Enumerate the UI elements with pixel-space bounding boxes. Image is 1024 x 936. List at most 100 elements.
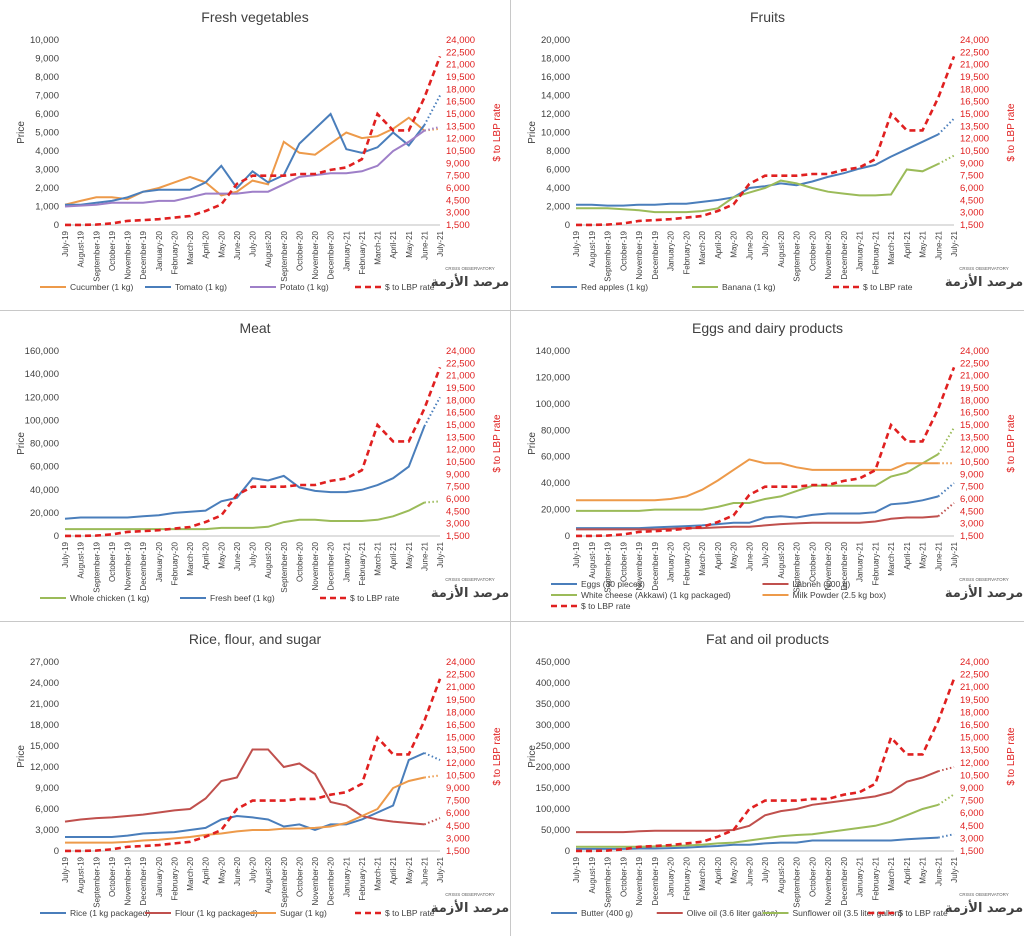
- y2-tick-label: 21,000: [960, 371, 989, 382]
- x-tick-label: July-21: [436, 856, 445, 882]
- y-tick-label: 10,000: [30, 35, 59, 46]
- y2-tick-label: 16,500: [960, 97, 989, 108]
- series-projection-red-apples-1-kg: [937, 117, 955, 136]
- x-tick-label: December-20: [327, 230, 336, 279]
- y2-tick-label: 24,000: [446, 657, 475, 668]
- x-tick-label: December-20: [840, 541, 849, 590]
- y2-tick-label: 12,000: [446, 134, 475, 145]
- x-tick-label: March-21: [374, 856, 383, 890]
- y2-tick-label: 18,000: [960, 84, 989, 95]
- y-tick-label: 450,000: [536, 657, 570, 668]
- x-tick-label: August-20: [264, 541, 273, 578]
- series-projection-cucumber-1-kg: [424, 127, 441, 132]
- x-tick-label: February-21: [358, 856, 367, 900]
- x-tick-label: May-20: [217, 541, 226, 568]
- svg-text:Butter (400 g): Butter (400 g): [581, 908, 633, 918]
- x-tick-label: December-19: [139, 230, 148, 279]
- y2-tick-label: 19,500: [446, 383, 475, 394]
- x-tick-label: March-21: [887, 541, 896, 575]
- crisis-observatory-logo: CRISIS OBSERVATORY مرصد الأزمة: [431, 266, 509, 290]
- x-tick-label: May-20: [730, 541, 739, 568]
- svg-text:CRISIS OBSERVATORY: CRISIS OBSERVATORY: [959, 577, 1009, 582]
- series-projection-eggs-30-pieces: [937, 482, 955, 498]
- y-tick-label: 2,000: [35, 183, 59, 194]
- y2-tick-label: 22,500: [960, 358, 989, 369]
- x-tick-label: July-21: [950, 541, 959, 567]
- x-tick-label: April-21: [389, 541, 398, 569]
- x-tick-label: November-19: [124, 230, 133, 279]
- y-tick-label: 120,000: [25, 392, 59, 403]
- x-tick-label: July-19: [572, 856, 581, 882]
- x-tick-label: October-20: [808, 541, 817, 582]
- y2-axis-title: $ to LBP rate: [1006, 103, 1017, 162]
- x-tick-label: July-20: [249, 541, 258, 567]
- y-tick-label: 6,000: [35, 109, 59, 120]
- legend-item-fresh-beef-1-kg: Fresh beef (1 kg): [180, 593, 275, 603]
- y2-tick-label: 24,000: [446, 35, 475, 46]
- y2-tick-label: 19,500: [960, 72, 989, 83]
- x-tick-label: September-19: [92, 541, 101, 592]
- series-projection-sunflower-oil-3-5-liter-gallon: [937, 793, 955, 806]
- x-tick-label: August-19: [588, 541, 597, 578]
- y-tick-label: 160,000: [25, 346, 59, 357]
- x-tick-label: March-20: [698, 856, 707, 890]
- legend-item-sunflower-oil-3-5-liter-gallon: Sunflower oil (3.5 liter gallon): [762, 908, 902, 918]
- x-tick-label: August-20: [777, 230, 786, 267]
- x-tick-label: March-20: [186, 541, 195, 575]
- svg-text:CRISIS OBSERVATORY: CRISIS OBSERVATORY: [445, 892, 495, 897]
- x-tick-label: December-20: [840, 856, 849, 905]
- y2-tick-label: 7,500: [960, 171, 984, 182]
- y2-tick-label: 24,000: [446, 346, 475, 357]
- y2-axis-title: $ to LBP rate: [492, 414, 503, 473]
- series-line-fresh-beef-1-kg: [64, 425, 426, 520]
- panel-divider-vertical: [510, 0, 511, 936]
- x-tick-label: November-19: [635, 856, 644, 905]
- crisis-observatory-logo: CRISIS OBSERVATORY مرصد الأزمة: [945, 892, 1023, 916]
- chart-title: Rice, flour, and sugar: [189, 631, 322, 647]
- y2-tick-label: 24,000: [960, 657, 989, 668]
- y-tick-label: 100,000: [536, 399, 570, 410]
- x-tick-label: September-19: [92, 856, 101, 907]
- y2-tick-label: 19,500: [446, 695, 475, 706]
- y-tick-label: 8,000: [35, 72, 59, 83]
- x-tick-label: September-19: [604, 856, 613, 907]
- svg-text:$ to LBP rate: $ to LBP rate: [898, 908, 948, 918]
- legend-item-sugar-1-kg: Sugar (1 kg): [250, 908, 327, 918]
- y-tick-label: 0: [565, 531, 570, 542]
- x-tick-label: September-19: [604, 230, 613, 281]
- y2-tick-label: 18,000: [446, 395, 475, 406]
- y-tick-label: 12,000: [30, 762, 59, 773]
- y-tick-label: 20,000: [541, 35, 570, 46]
- x-tick-label: March-21: [887, 230, 896, 264]
- y2-tick-label: 6,000: [446, 494, 470, 505]
- legend-item-to-lbp-rate: $ to LBP rate: [355, 282, 435, 292]
- y2-tick-label: 1,500: [446, 531, 470, 542]
- series-line-to-lbp-rate: [65, 366, 442, 538]
- x-tick-label: January-20: [667, 856, 676, 897]
- y-tick-label: 400,000: [536, 678, 570, 689]
- y2-tick-label: 15,000: [960, 109, 989, 120]
- x-tick-label: July-20: [761, 856, 770, 882]
- legend-item-butter-400-g: Butter (400 g): [551, 908, 633, 918]
- y2-tick-label: 3,000: [446, 208, 470, 219]
- legend-item-to-lbp-rate: $ to LBP rate: [833, 282, 913, 292]
- y-tick-label: 20,000: [30, 508, 59, 519]
- y2-tick-label: 22,500: [446, 358, 475, 369]
- svg-text:CRISIS OBSERVATORY: CRISIS OBSERVATORY: [959, 892, 1009, 897]
- x-tick-label: August-20: [264, 856, 273, 893]
- x-tick-label: February-20: [682, 856, 691, 900]
- svg-text:Eggs (30 pieces): Eggs (30 pieces): [581, 579, 645, 589]
- y2-tick-label: 13,500: [446, 745, 475, 756]
- y2-tick-label: 22,500: [446, 47, 475, 58]
- panel-divider-horizontal: [0, 310, 1024, 311]
- y2-tick-label: 6,000: [960, 183, 984, 194]
- x-tick-label: June-20: [745, 856, 754, 885]
- y2-tick-label: 21,000: [960, 682, 989, 693]
- x-tick-label: January-20: [155, 230, 164, 271]
- y-tick-label: 40,000: [541, 478, 570, 489]
- y-tick-label: 21,000: [30, 699, 59, 710]
- series-line-rice-1-kg-packaged: [65, 752, 425, 838]
- svg-text:مرصد الأزمة: مرصد الأزمة: [431, 899, 509, 916]
- svg-text:Olive oil (3.6 liter gallon): Olive oil (3.6 liter gallon): [687, 908, 778, 918]
- x-tick-label: April-21: [903, 230, 912, 258]
